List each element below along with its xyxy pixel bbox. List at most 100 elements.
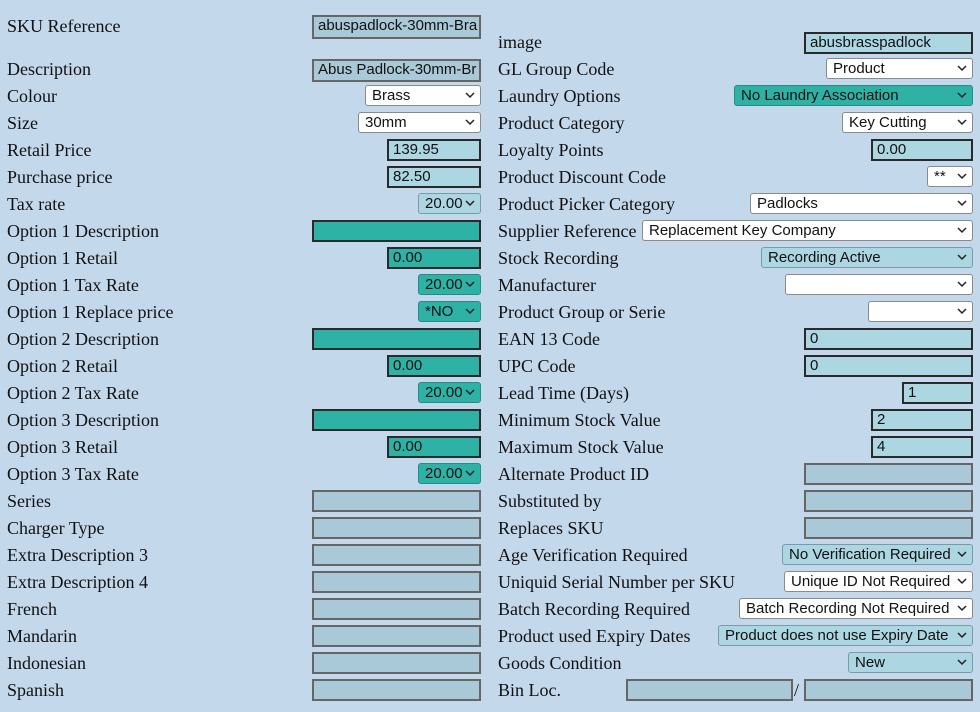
product-category-select[interactable]: Key Cutting — [842, 112, 973, 133]
purchase-price-field[interactable]: 82.50 — [387, 166, 481, 188]
charger-type-field[interactable] — [312, 517, 481, 539]
maximum-stock-label: Maximum Stock Value — [498, 437, 664, 457]
chevron-down-icon — [957, 254, 967, 261]
replaces-sku-field[interactable] — [804, 517, 973, 539]
option1-tax-rate-select[interactable]: 20.00 — [418, 274, 481, 295]
batch-recording-value: Batch Recording Not Required — [746, 600, 950, 617]
loyalty-points-field[interactable]: 0.00 — [871, 139, 973, 161]
description-label: Description — [7, 59, 91, 79]
supplier-reference-select[interactable]: Replacement Key Company — [642, 220, 973, 241]
chevron-down-icon — [957, 281, 967, 288]
laundry-options-select[interactable]: No Laundry Association — [734, 85, 973, 106]
minimum-stock-field[interactable]: 2 — [871, 409, 973, 431]
indonesian-field[interactable] — [312, 652, 481, 674]
maximum-stock-field[interactable]: 4 — [871, 436, 973, 458]
tax-rate-select[interactable]: 20.00 — [418, 193, 481, 214]
option1-description-label: Option 1 Description — [7, 221, 159, 241]
lead-time-field[interactable]: 1 — [902, 382, 973, 404]
gl-group-code-select[interactable]: Product — [826, 58, 973, 79]
description-field[interactable]: Abus Padlock-30mm-Br — [312, 59, 481, 82]
supplier-reference-label: Supplier Reference — [498, 221, 637, 241]
option2-retail-field[interactable]: 0.00 — [387, 355, 481, 377]
extra-description-3-label: Extra Description 3 — [7, 545, 148, 565]
ean13-code-field[interactable]: 0 — [804, 328, 973, 350]
age-verification-select[interactable]: No Verification Required — [782, 544, 973, 565]
spanish-field[interactable] — [312, 679, 481, 701]
supplier-reference-value: Replacement Key Company — [649, 222, 836, 239]
option2-description-field[interactable] — [312, 328, 481, 350]
sku-reference-field[interactable]: abuspadlock-30mm-Bra — [312, 15, 481, 39]
chevron-down-icon — [957, 119, 967, 126]
laundry-options-value: No Laundry Association — [741, 87, 899, 104]
option3-description-label: Option 3 Description — [7, 410, 159, 430]
product-group-select[interactable] — [868, 301, 973, 322]
stock-recording-select[interactable]: Recording Active — [761, 247, 973, 268]
series-field[interactable] — [312, 490, 481, 512]
stock-recording-label: Stock Recording — [498, 248, 619, 268]
chevron-down-icon — [465, 92, 475, 99]
extra-description-4-field[interactable] — [312, 571, 481, 593]
manufacturer-label: Manufacturer — [498, 275, 596, 295]
colour-select-value: Brass — [372, 87, 411, 104]
product-picker-category-select[interactable]: Padlocks — [750, 193, 973, 214]
substituted-by-field[interactable] — [804, 490, 973, 512]
laundry-options-label: Laundry Options — [498, 86, 621, 106]
chevron-down-icon — [465, 119, 475, 126]
bin-location-field-1[interactable] — [626, 679, 793, 701]
option2-description-label: Option 2 Description — [7, 329, 159, 349]
french-field[interactable] — [312, 598, 481, 620]
alternate-product-id-field[interactable] — [804, 463, 973, 485]
chevron-down-icon — [957, 65, 967, 72]
option2-tax-rate-select[interactable]: 20.00 — [418, 382, 481, 403]
chevron-down-icon — [957, 659, 967, 666]
retail-price-field[interactable]: 139.95 — [387, 139, 481, 161]
batch-recording-select[interactable]: Batch Recording Not Required — [739, 598, 973, 619]
goods-condition-select[interactable]: New — [848, 652, 973, 673]
product-discount-code-value: ** — [934, 168, 946, 185]
serial-number-value: Unique ID Not Required — [791, 573, 951, 590]
bin-location-field-2[interactable] — [804, 679, 973, 701]
mandarin-field[interactable] — [312, 625, 481, 647]
retail-price-label: Retail Price — [7, 140, 92, 160]
extra-description-3-field[interactable] — [312, 544, 481, 566]
option3-tax-rate-select[interactable]: 20.00 — [418, 463, 481, 484]
substituted-by-label: Substituted by — [498, 491, 602, 511]
size-select[interactable]: 30mm — [358, 112, 481, 133]
charger-type-label: Charger Type — [7, 518, 105, 538]
manufacturer-select[interactable] — [785, 274, 973, 295]
option1-retail-field[interactable]: 0.00 — [387, 247, 481, 269]
chevron-down-icon — [957, 551, 967, 558]
product-discount-code-label: Product Discount Code — [498, 167, 666, 187]
chevron-down-icon — [957, 173, 967, 180]
batch-recording-label: Batch Recording Required — [498, 599, 690, 619]
upc-code-field[interactable]: 0 — [804, 355, 973, 377]
option3-retail-label: Option 3 Retail — [7, 437, 118, 457]
bin-location-label: Bin Loc. — [498, 680, 561, 700]
french-label: French — [7, 599, 57, 619]
option1-replace-price-select[interactable]: *NO — [418, 301, 481, 322]
alternate-product-id-label: Alternate Product ID — [498, 464, 649, 484]
size-select-value: 30mm — [365, 114, 407, 131]
option3-description-field[interactable] — [312, 409, 481, 431]
option1-description-field[interactable] — [312, 220, 481, 242]
lead-time-label: Lead Time (Days) — [498, 383, 629, 403]
tax-rate-label: Tax rate — [7, 194, 66, 214]
chevron-down-icon — [957, 308, 967, 315]
option2-tax-rate-label: Option 2 Tax Rate — [7, 383, 139, 403]
option1-tax-rate-label: Option 1 Tax Rate — [7, 275, 139, 295]
image-field[interactable]: abusbrasspadlock — [804, 32, 973, 54]
product-discount-code-select[interactable]: ** — [927, 166, 973, 187]
chevron-down-icon — [957, 92, 967, 99]
option3-retail-field[interactable]: 0.00 — [387, 436, 481, 458]
replaces-sku-label: Replaces SKU — [498, 518, 604, 538]
product-category-label: Product Category — [498, 113, 625, 133]
option2-tax-rate-value: 20.00 — [425, 384, 463, 401]
expiry-dates-select[interactable]: Product does not use Expiry Date — [718, 625, 973, 646]
serial-number-select[interactable]: Unique ID Not Required — [784, 571, 973, 592]
stock-recording-value: Recording Active — [768, 249, 881, 266]
tax-rate-select-value: 20.00 — [425, 195, 463, 212]
colour-select[interactable]: Brass — [365, 85, 481, 106]
minimum-stock-label: Minimum Stock Value — [498, 410, 661, 430]
product-category-value: Key Cutting — [849, 114, 927, 131]
gl-group-code-value: Product — [833, 60, 885, 77]
